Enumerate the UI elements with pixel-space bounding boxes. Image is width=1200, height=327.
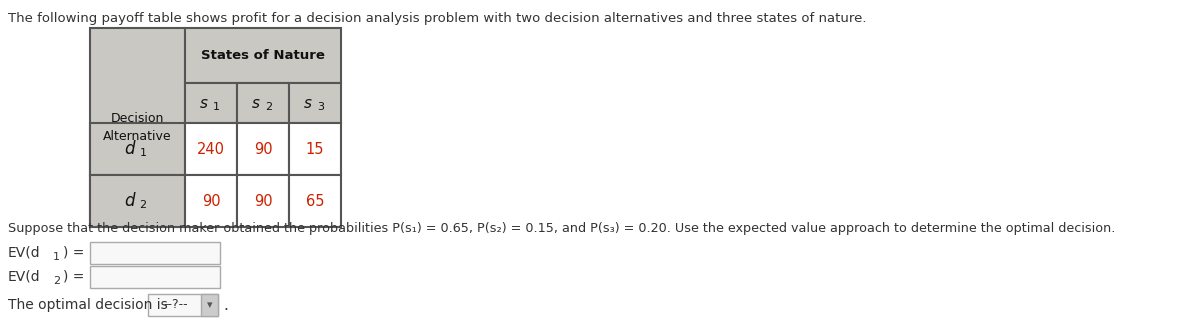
- Text: .: .: [223, 298, 228, 313]
- Bar: [238, 83, 289, 123]
- Bar: [289, 175, 341, 227]
- Text: --?--: --?--: [163, 299, 188, 312]
- Text: s: s: [200, 95, 208, 111]
- Text: 2: 2: [265, 102, 272, 112]
- Bar: [90, 123, 185, 175]
- Text: States of Nature: States of Nature: [202, 49, 325, 62]
- Text: d: d: [124, 140, 134, 158]
- Text: d: d: [124, 192, 134, 210]
- Bar: [289, 83, 341, 123]
- Bar: [148, 294, 218, 316]
- Text: 1: 1: [53, 252, 60, 262]
- Text: EV(d: EV(d: [8, 270, 41, 284]
- Bar: [238, 123, 289, 175]
- Text: 2: 2: [139, 200, 146, 210]
- Text: 65: 65: [306, 194, 324, 209]
- Text: ) =: ) =: [64, 246, 84, 260]
- Text: The following payoff table shows profit for a decision analysis problem with two: The following payoff table shows profit …: [8, 12, 866, 25]
- Text: The optimal decision is: The optimal decision is: [8, 298, 168, 312]
- Text: 2: 2: [53, 276, 60, 286]
- Bar: [289, 123, 341, 175]
- Text: ) =: ) =: [64, 270, 84, 284]
- Bar: [90, 28, 185, 227]
- Bar: [185, 28, 341, 83]
- Text: 1: 1: [139, 148, 146, 158]
- Text: s: s: [252, 95, 260, 111]
- Text: 1: 1: [214, 102, 220, 112]
- Text: ▾: ▾: [206, 300, 212, 310]
- Text: 15: 15: [306, 142, 324, 157]
- Bar: [90, 266, 220, 288]
- Text: EV(d: EV(d: [8, 246, 41, 260]
- Text: 240: 240: [197, 142, 226, 157]
- Text: s: s: [304, 95, 312, 111]
- Bar: [202, 294, 218, 316]
- Bar: [90, 242, 220, 264]
- Text: 3: 3: [317, 102, 324, 112]
- Bar: [238, 175, 289, 227]
- Bar: [185, 175, 238, 227]
- Text: 90: 90: [253, 142, 272, 157]
- Text: 90: 90: [202, 194, 221, 209]
- Text: 90: 90: [253, 194, 272, 209]
- Bar: [185, 83, 238, 123]
- Bar: [185, 123, 238, 175]
- Text: Suppose that the decision maker obtained the probabilities P(s₁) = 0.65, P(s₂) =: Suppose that the decision maker obtained…: [8, 222, 1115, 235]
- Text: Decision
Alternative: Decision Alternative: [103, 112, 172, 143]
- Bar: [90, 175, 185, 227]
